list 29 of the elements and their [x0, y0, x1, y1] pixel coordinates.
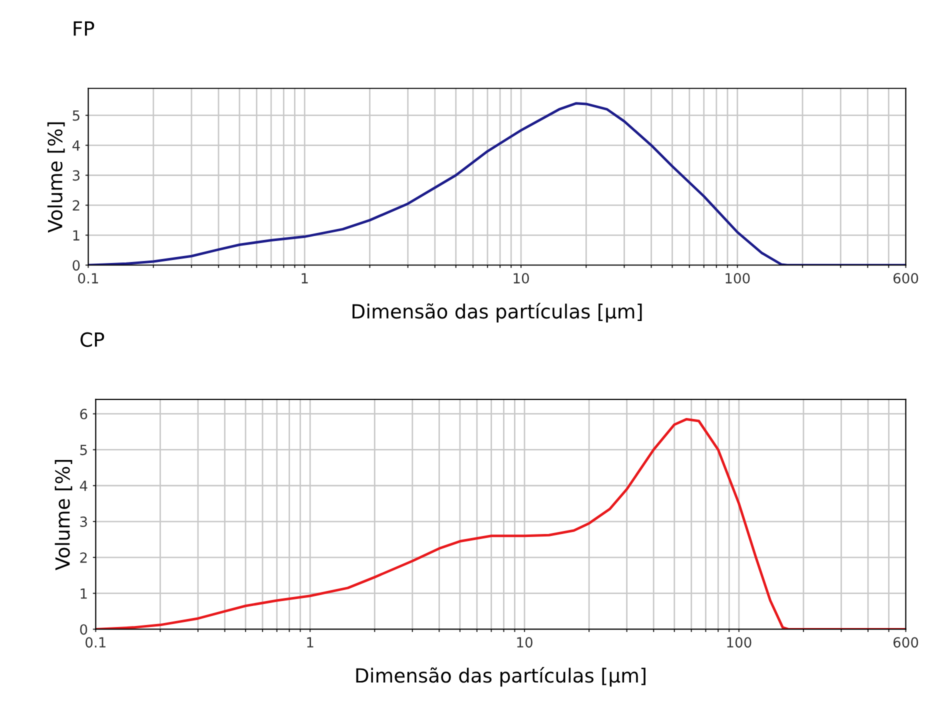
y-tick-label: 2: [80, 552, 87, 563]
x-tick-label: 100: [726, 273, 750, 284]
y-tick-label: 2: [72, 200, 80, 210]
y-axis-title: Volume [%]: [47, 122, 65, 233]
y-tick-label: 0: [72, 260, 80, 271]
x-tick-label: 0.1: [78, 273, 98, 284]
x-tick-label: 0.1: [86, 637, 106, 648]
y-tick-label: 1: [73, 230, 80, 240]
y-tick-label: 3: [72, 170, 80, 181]
x-tick-label: 1: [302, 273, 308, 284]
x-axis-title: Dimensão das partículas [µm]: [352, 302, 642, 322]
x-tick-label: 10: [517, 637, 532, 648]
y-tick-label: 3: [80, 516, 87, 527]
y-tick-label: 0: [80, 624, 88, 635]
y-tick-label: 1: [80, 588, 87, 599]
x-tick-label: 600: [893, 273, 918, 284]
y-tick-label: 4: [80, 480, 88, 491]
y-tick-label: 5: [72, 110, 80, 121]
y-tick-label: 5: [80, 444, 87, 456]
x-tick-label: 100: [727, 637, 752, 648]
y-tick-label: 4: [72, 140, 80, 151]
y-axis-title: Volume [%]: [54, 460, 72, 570]
x-tick-label: 1: [307, 637, 314, 648]
y-tick-label: 6: [80, 408, 88, 420]
x-tick-label: 600: [893, 637, 918, 648]
chart-title: CP: [80, 332, 104, 347]
x-axis-title: Dimensão das partículas [µm]: [356, 666, 646, 687]
x-tick-label: 10: [514, 273, 529, 284]
chart-title: FP: [74, 21, 94, 36]
